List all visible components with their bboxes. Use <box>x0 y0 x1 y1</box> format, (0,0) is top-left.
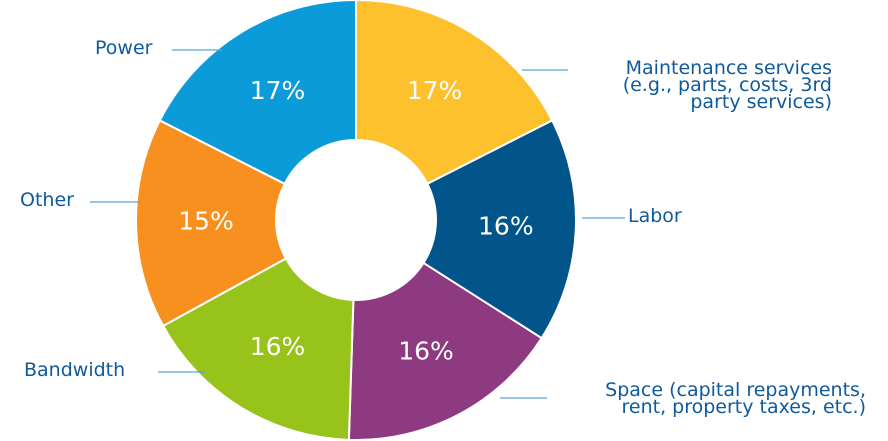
category-label: Labor <box>628 205 682 227</box>
category-label: Maintenance services (e.g., parts, costs… <box>622 57 832 113</box>
category-label: Space (capital repayments, rent, propert… <box>605 379 866 418</box>
slice <box>355 0 554 186</box>
slice <box>347 261 543 441</box>
value-label: 16% <box>398 337 454 366</box>
slice <box>161 257 355 441</box>
value-label: 17% <box>250 76 306 105</box>
value-label: 17% <box>407 76 463 105</box>
slice <box>135 119 288 328</box>
category-label: Other <box>20 189 74 211</box>
category-label: Power <box>95 37 153 59</box>
slice <box>158 0 357 186</box>
value-label: 16% <box>250 332 306 361</box>
value-label: 16% <box>478 211 534 240</box>
value-label: 15% <box>178 206 234 235</box>
category-label: Bandwidth <box>24 359 126 381</box>
slice <box>422 119 577 340</box>
